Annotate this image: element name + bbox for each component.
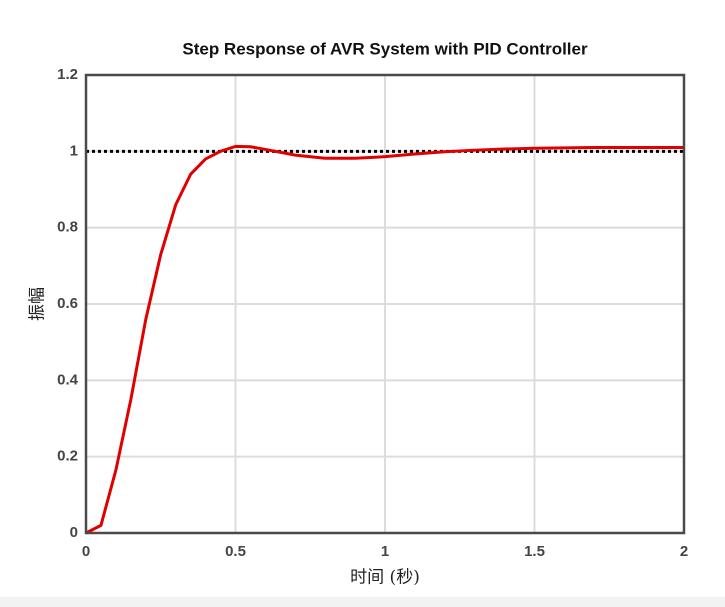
plot-frame	[84, 73, 686, 535]
y-tick-label: 0	[70, 524, 78, 541]
x-tick-label: 1	[381, 543, 389, 560]
chart-title: Step Response of AVR System with PID Con…	[182, 39, 588, 58]
y-tick-label: 1	[70, 142, 78, 159]
y-tick-label: 0.6	[57, 295, 78, 312]
x-tick-label: 0	[82, 543, 90, 560]
x-tick-label: 0.5	[225, 543, 246, 560]
y-tick-label: 0.4	[57, 371, 79, 388]
x-tick-label: 2	[680, 543, 688, 560]
y-tick-label: 0.8	[57, 219, 78, 236]
data-line	[85, 144, 684, 535]
y-axis-label: 振幅	[28, 287, 48, 321]
x-tick-label: 1.5	[524, 543, 545, 560]
x-axis-label: 时间 (秒)	[350, 568, 420, 588]
y-tick-label: 0.2	[57, 448, 78, 465]
y-tick-label: 1.2	[57, 66, 78, 83]
